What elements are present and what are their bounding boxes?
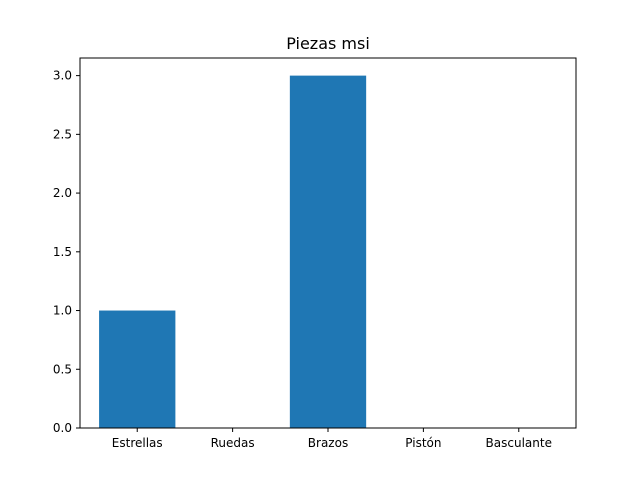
bar-brazos xyxy=(289,75,367,429)
x-tick-label: Pistón xyxy=(405,436,441,450)
chart-title: Piezas msi xyxy=(286,34,370,53)
x-tick-label: Ruedas xyxy=(211,436,255,450)
y-tick-label: 3.0 xyxy=(53,69,72,83)
y-tick-label: 2.5 xyxy=(53,127,72,141)
y-tick-label: 1.5 xyxy=(53,245,72,259)
x-tick-label: Basculante xyxy=(486,436,552,450)
x-tick-label: Brazos xyxy=(308,436,348,450)
y-tick-label: 2.0 xyxy=(53,186,72,200)
y-tick-label: 0.5 xyxy=(53,362,72,376)
y-tick-label: 0.0 xyxy=(53,421,72,435)
bars-layer xyxy=(99,75,367,429)
axes-layer: Estrellas Ruedas Brazos Pistón Basculante 0.0… xyxy=(53,57,577,450)
y-tick-label: 1.0 xyxy=(53,304,72,318)
x-tick-label: Estrellas xyxy=(112,436,163,450)
bar-estrellas xyxy=(99,310,176,428)
